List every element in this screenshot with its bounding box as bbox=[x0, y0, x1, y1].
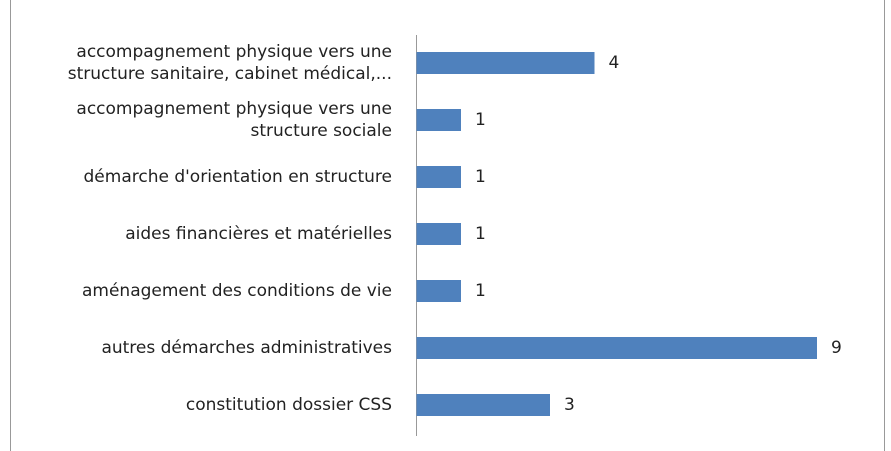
bar bbox=[416, 166, 461, 188]
value-label: 1 bbox=[475, 110, 486, 130]
category-label: constitution dossier CSS bbox=[185, 395, 392, 415]
category-label: autres démarches administratives bbox=[101, 338, 392, 358]
bar bbox=[416, 280, 461, 302]
value-label: 4 bbox=[608, 53, 620, 73]
value-label: 3 bbox=[564, 395, 575, 415]
value-label: 1 bbox=[475, 281, 486, 301]
category-label: accompagnement physique vers une structu… bbox=[76, 99, 392, 141]
category-label: démarche d'orientation en structure bbox=[83, 167, 392, 187]
bar bbox=[416, 394, 550, 416]
value-label: 1 bbox=[475, 167, 486, 187]
bar bbox=[416, 337, 817, 359]
value-label: 1 bbox=[475, 224, 486, 244]
bar bbox=[416, 223, 461, 245]
bar bbox=[416, 109, 461, 131]
value-label: 9 bbox=[831, 338, 842, 358]
category-label: accompagnement physique vers une structu… bbox=[67, 42, 392, 84]
bar bbox=[416, 52, 595, 74]
category-label: aides financières et matérielles bbox=[125, 224, 392, 244]
category-label: aménagement des conditions de vie bbox=[81, 281, 392, 301]
